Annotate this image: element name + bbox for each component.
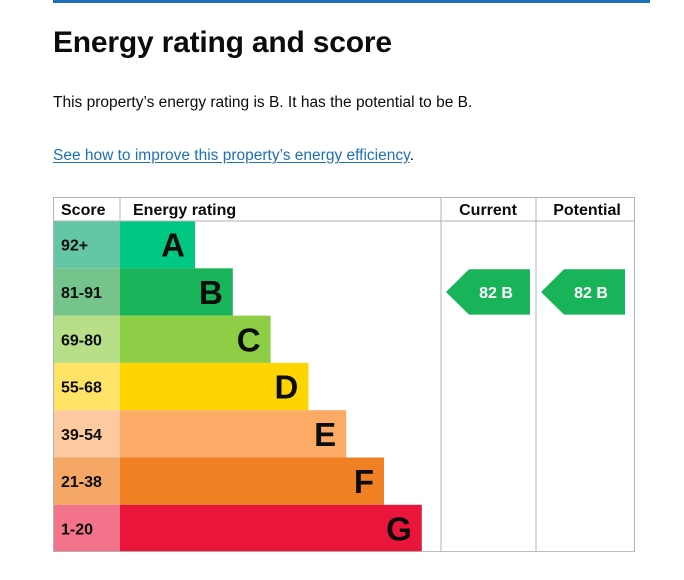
rating-bar-d — [120, 362, 309, 411]
score-cell-c — [53, 315, 120, 363]
page-title: Energy rating and score — [53, 26, 392, 59]
rating-bar-g — [120, 504, 422, 553]
rating-bar-e — [120, 410, 347, 458]
score-range-a: 92+ — [61, 238, 88, 255]
markers-layer: 82 B 82 B — [446, 269, 625, 315]
header-potential: Potential — [553, 202, 621, 219]
energy-rating-svg: Score Energy rating Current Potential 92… — [53, 197, 635, 553]
rating-bar-b — [120, 268, 233, 316]
rating-bar-c — [120, 315, 271, 363]
rating-letter-d: D — [275, 369, 299, 406]
header-row — [53, 197, 635, 221]
score-cell-e — [53, 410, 120, 458]
rating-summary: This property’s energy rating is B. It h… — [53, 94, 473, 111]
header-score: Score — [61, 202, 106, 219]
score-range-b: 81-91 — [61, 285, 102, 302]
rating-letter-e: E — [314, 416, 336, 453]
bands-layer: 92+ A 81-91 B 69-80 C 55-68 D 39-54 E 21-38 F 1-20 G — [53, 221, 422, 553]
rating-letter-c: C — [237, 321, 261, 358]
score-range-e: 39-54 — [61, 427, 102, 444]
rating-letter-a: A — [161, 227, 185, 264]
rating-letter-f: F — [354, 463, 374, 500]
rating-letter-g: G — [386, 510, 412, 547]
score-range-d: 55-68 — [61, 380, 102, 397]
improve-link-line: See how to improve this property’s energ… — [53, 147, 414, 165]
potential-rating-arrow — [541, 269, 625, 315]
current-rating-label: 82 B — [479, 285, 513, 302]
grid-layer — [53, 197, 635, 553]
score-cell-a — [53, 221, 120, 269]
rating-letter-b: B — [199, 274, 223, 311]
score-range-c: 69-80 — [61, 332, 102, 349]
energy-rating-chart: Score Energy rating Current Potential 92… — [53, 197, 635, 553]
link-suffix: . — [409, 147, 414, 164]
score-cell-f — [53, 457, 120, 505]
score-cell-d — [53, 362, 120, 411]
rating-bar-a — [120, 221, 195, 269]
rating-bar-f — [120, 457, 384, 505]
potential-rating-label: 82 B — [574, 285, 608, 302]
top-rule — [53, 0, 650, 3]
score-range-g: 1-20 — [61, 521, 93, 538]
score-range-f: 21-38 — [61, 474, 102, 491]
score-cell-b — [53, 268, 120, 316]
header-current: Current — [459, 202, 517, 219]
current-rating-arrow — [446, 269, 530, 315]
score-cell-g — [53, 504, 120, 553]
improve-efficiency-link[interactable]: See how to improve this property’s energ… — [53, 147, 410, 164]
header-energy-rating: Energy rating — [133, 202, 236, 219]
